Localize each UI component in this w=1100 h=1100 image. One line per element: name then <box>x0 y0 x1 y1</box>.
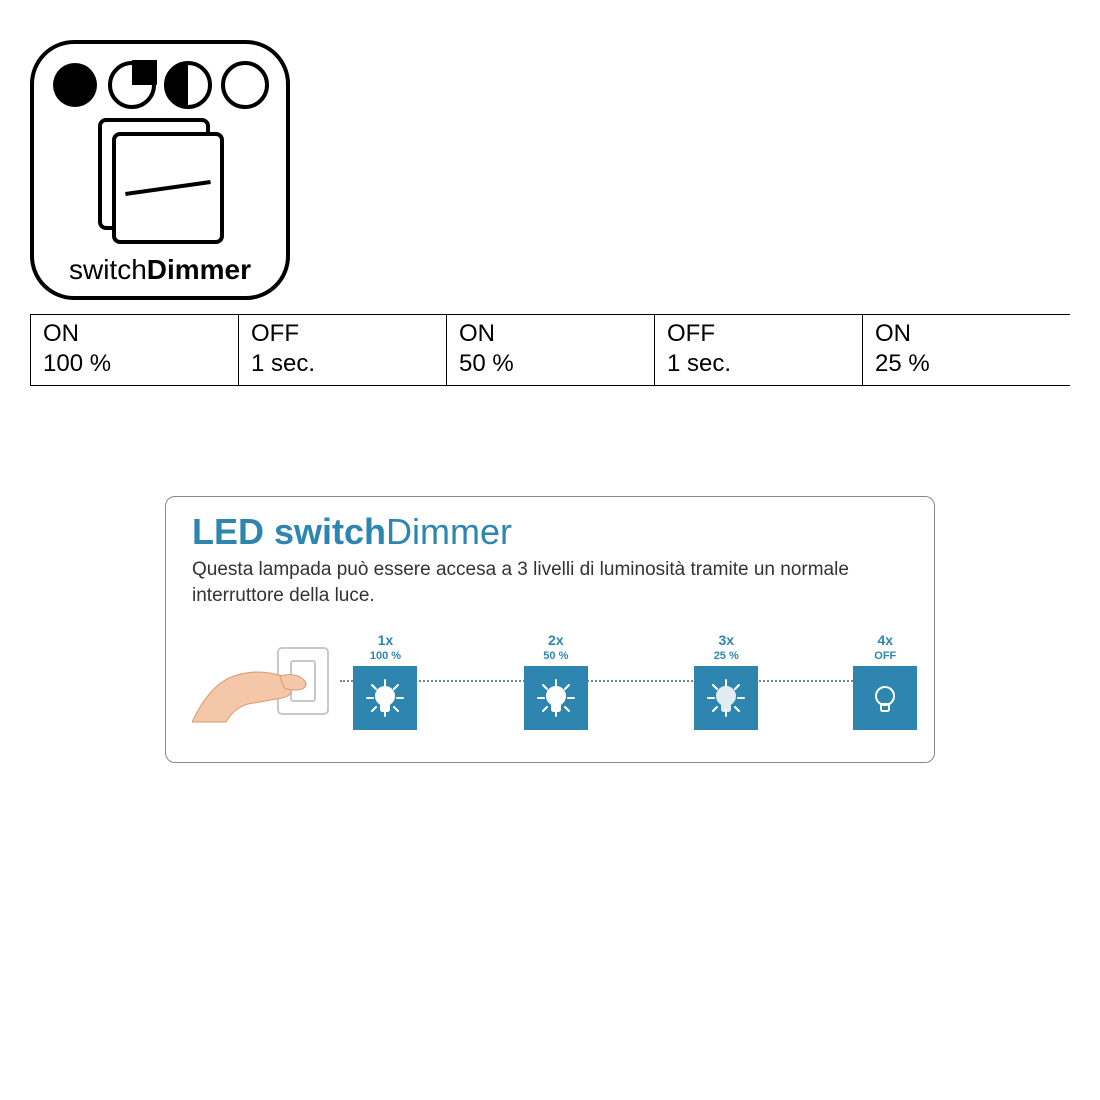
state-cell: ON 100 % <box>30 315 238 385</box>
bulb-tile <box>524 666 588 730</box>
state-label: ON <box>875 319 1058 349</box>
phase-0-icon <box>220 60 270 110</box>
step-pct: 25 % <box>694 650 758 662</box>
phase-75-icon <box>107 60 157 110</box>
hand-press-icon <box>192 626 332 736</box>
step-pct: 100 % <box>353 650 417 662</box>
state-value: 25 % <box>875 349 1058 379</box>
phase-100-icon <box>50 60 100 110</box>
state-strip: ON 100 % OFF 1 sec. ON 50 % OFF 1 sec. O… <box>30 314 1070 386</box>
state-value: 1 sec. <box>667 349 850 379</box>
title-led: LED <box>192 511 264 552</box>
bulb-tile <box>353 666 417 730</box>
state-value: 100 % <box>43 349 226 379</box>
phase-50-icon <box>163 60 213 110</box>
icon-label: switchDimmer <box>34 254 286 286</box>
title-switch: switch <box>274 511 386 552</box>
state-cell: ON 50 % <box>446 315 654 385</box>
dotted-track <box>340 680 908 682</box>
switch-icon <box>98 118 222 242</box>
step-pct: OFF <box>853 650 917 662</box>
bulb-tile <box>853 666 917 730</box>
step-count: 1x <box>353 632 417 648</box>
icon-label-suffix: Dimmer <box>147 254 251 285</box>
led-panel-title: LED switchDimmer <box>192 511 908 553</box>
steps-row: 1x 100 % <box>192 626 908 736</box>
step-count: 4x <box>853 632 917 648</box>
bulb-tile <box>694 666 758 730</box>
state-cell: OFF 1 sec. <box>238 315 446 385</box>
hand-shape <box>192 672 292 722</box>
led-panel-description: Questa lampada può essere accesa a 3 liv… <box>192 557 908 608</box>
step-tile: 3x 25 % <box>694 632 758 730</box>
state-value: 1 sec. <box>251 349 434 379</box>
led-panel: LED switchDimmer Questa lampada può esse… <box>165 496 935 763</box>
phase-row <box>48 60 272 110</box>
step-pct: 50 % <box>524 650 588 662</box>
state-label: ON <box>43 319 226 349</box>
state-cell: ON 25 % <box>862 315 1070 385</box>
step-tile: 2x 50 % <box>524 632 588 730</box>
step-tile: 1x 100 % <box>353 632 417 730</box>
state-label: OFF <box>667 319 850 349</box>
icon-label-prefix: switch <box>69 254 147 285</box>
state-label: OFF <box>251 319 434 349</box>
step-tile: 4x OFF <box>853 632 917 730</box>
state-label: ON <box>459 319 642 349</box>
state-cell: OFF 1 sec. <box>654 315 862 385</box>
step-count: 3x <box>694 632 758 648</box>
title-dimmer: Dimmer <box>386 511 512 552</box>
switch-dimmer-icon: switchDimmer <box>30 40 290 300</box>
state-value: 50 % <box>459 349 642 379</box>
step-count: 2x <box>524 632 588 648</box>
step-track: 1x 100 % <box>340 626 908 736</box>
